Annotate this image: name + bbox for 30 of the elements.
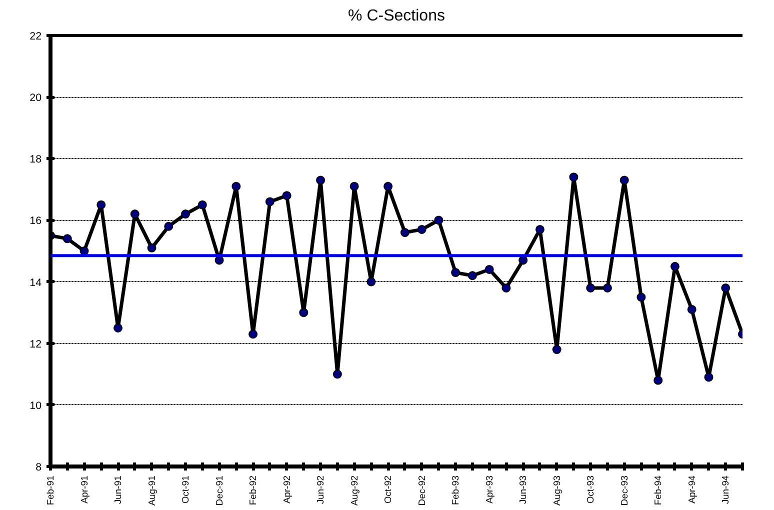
x-tick-label: Apr-91 xyxy=(79,476,90,504)
x-tick-label: Jun-94 xyxy=(720,475,731,504)
x-tick-label: Dec-92 xyxy=(416,475,427,506)
y-tick-label: 22 xyxy=(30,30,42,42)
x-tick-label: Apr-92 xyxy=(282,476,292,504)
x-tick-label: Jun-93 xyxy=(518,475,528,504)
y-tick-label: 20 xyxy=(30,92,42,104)
x-tick-label: Feb-94 xyxy=(653,475,664,506)
x-tick-label: Feb-91 xyxy=(46,475,56,506)
x-tick-label: Jun-92 xyxy=(316,475,326,504)
y-tick-label: 10 xyxy=(30,400,42,412)
x-tick-label: Jun-91 xyxy=(113,475,124,504)
x-tick-label: Aug-93 xyxy=(552,475,562,506)
x-tick-label: Apr-93 xyxy=(484,476,494,504)
x-tick-label: Apr-94 xyxy=(686,476,697,504)
y-tick-label: 18 xyxy=(30,154,42,166)
x-tick-label: Oct-91 xyxy=(180,475,191,504)
y-tick-label: 8 xyxy=(36,462,42,474)
x-tick-label: Dec-93 xyxy=(619,475,630,506)
x-tick-label: Aug-91 xyxy=(146,475,157,506)
x-tick-label: Oct-92 xyxy=(383,475,394,504)
y-tick-label: 14 xyxy=(30,276,42,289)
x-tick-label: Oct-93 xyxy=(586,475,596,504)
x-tick-label: Feb-92 xyxy=(248,475,258,506)
y-tick-label: 12 xyxy=(30,338,42,350)
x-tick-label: Feb-93 xyxy=(450,475,461,506)
y-tick-label: 16 xyxy=(30,215,42,228)
x-tick-label: Aug-92 xyxy=(349,475,360,506)
chart-title: % C-Sections xyxy=(348,8,445,24)
x-tick-label: Dec-91 xyxy=(214,475,224,506)
